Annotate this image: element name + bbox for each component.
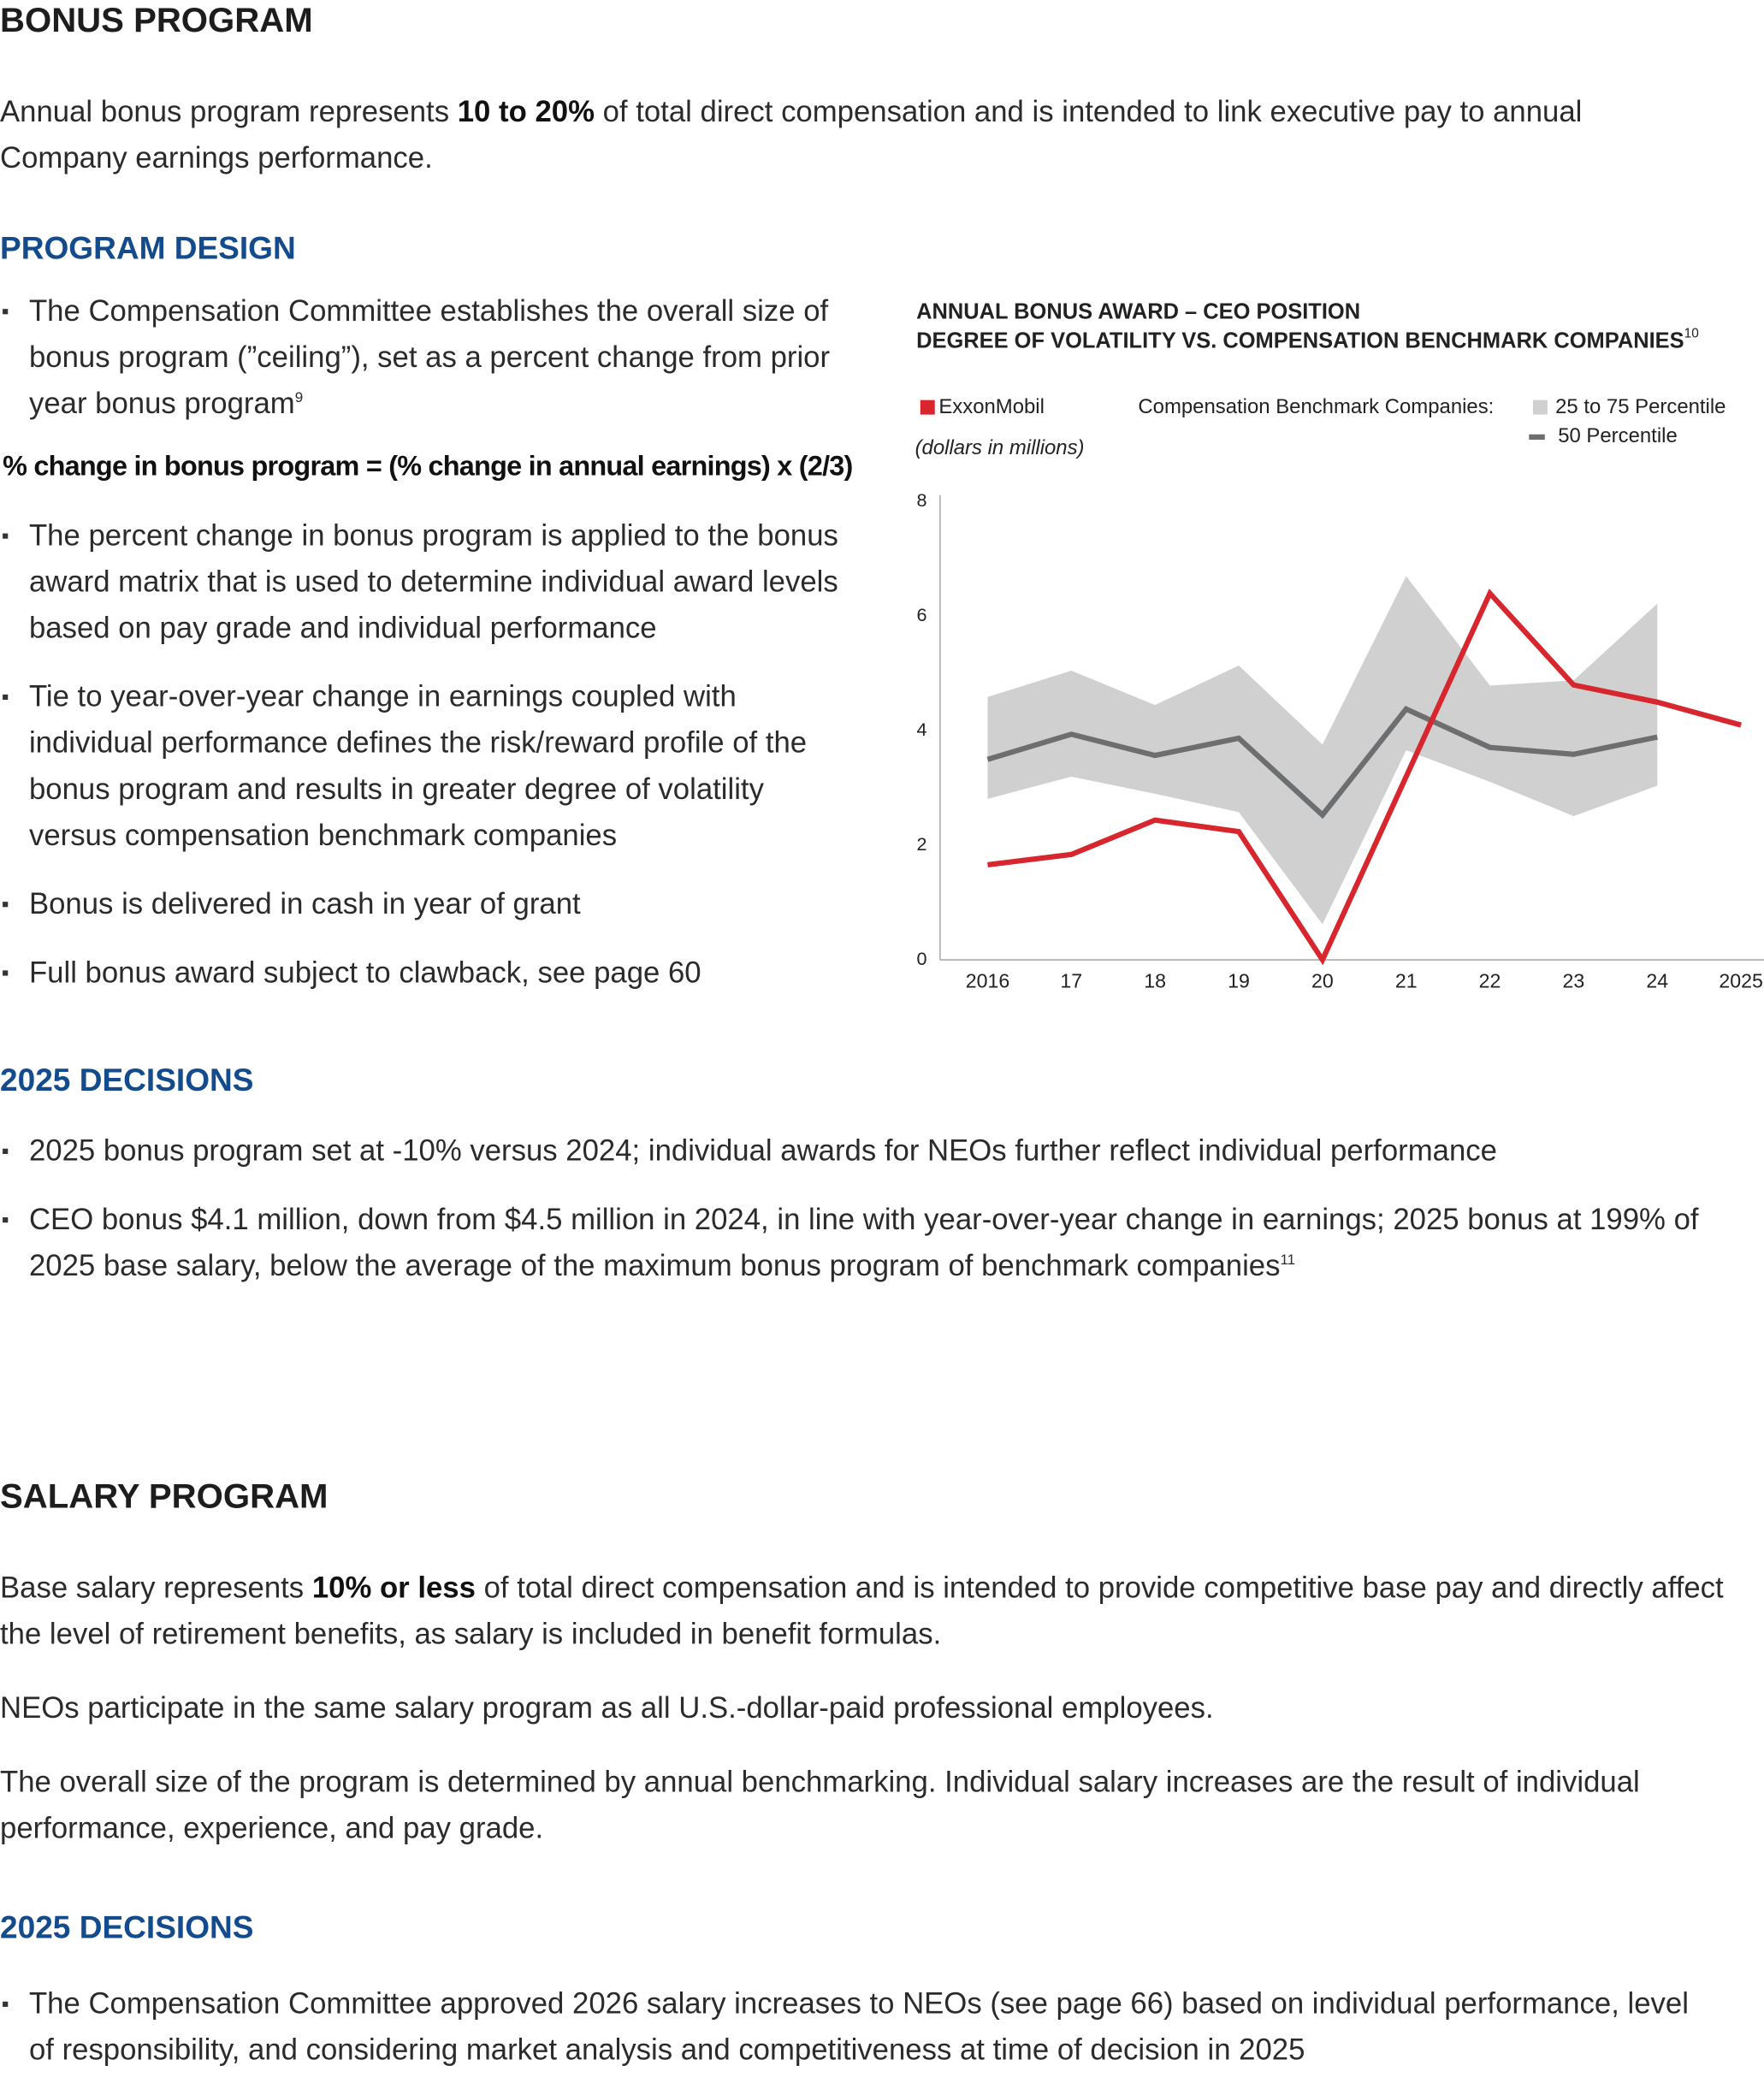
- x-tick-label: 2025: [1719, 969, 1762, 991]
- bullet-text: CEO bonus $4.1 million, down from $4.5 m…: [28, 1203, 1699, 1282]
- heading: SALARY PROGRAM: [0, 1476, 329, 1516]
- bullet-text: Full bonus award subject to clawback, se…: [28, 956, 701, 990]
- y-tick-label: 4: [916, 719, 926, 740]
- chart-title: ANNUAL BONUS AWARD – CEO POSITION: [916, 300, 1360, 324]
- bullet: 2025 bonus program set at -10% versus 20…: [0, 1127, 1743, 1174]
- title-footnote: 10: [1684, 327, 1699, 341]
- footnote: 11: [1280, 1252, 1296, 1269]
- bullet: Tie to year-over-year change in earnings…: [0, 673, 858, 858]
- bullet: Bonus is delivered in cash in year of gr…: [0, 880, 858, 926]
- x-tick-label: 22: [1479, 969, 1501, 991]
- bullet-text: Bonus is delivered in cash in year of gr…: [28, 887, 581, 920]
- y-tick-label: 2: [916, 833, 926, 855]
- intro: Annual bonus program represents 10 to 20…: [0, 88, 1604, 181]
- paragraph: The overall size of the program is deter…: [0, 1765, 1640, 1845]
- chart: ANNUAL BONUS AWARD – CEO POSITION DEGREE …: [915, 300, 1764, 991]
- bold-text: 10 to 20%: [457, 95, 595, 128]
- y-tick-label: 6: [916, 604, 926, 625]
- text: Base salary represents: [0, 1571, 312, 1605]
- legend-label: ExxonMobil: [938, 395, 1045, 418]
- x-tick-label: 21: [1395, 969, 1418, 991]
- subheading: PROGRAM DESIGN: [0, 231, 296, 267]
- exxonmobil-line: [987, 589, 1742, 966]
- bullet-text: The Compensation Committee establishes t…: [28, 294, 831, 420]
- x-tick-label: 2016: [966, 969, 1009, 991]
- formula: % change in bonus program = (% change in…: [3, 451, 853, 482]
- bullet-text: The percent change in bonus program is a…: [28, 518, 838, 645]
- subheading: 2025 DECISIONS: [0, 1062, 254, 1099]
- bullet-text: 2025 bonus program set at -10% versus 20…: [28, 1133, 1497, 1168]
- paragraph: NEOs participate in the same salary prog…: [0, 1691, 1214, 1725]
- y-tick-label: 8: [916, 489, 926, 511]
- bullet-list: 2025 bonus program set at -10% versus 20…: [0, 1127, 1743, 1311]
- text: Annual bonus program represents: [0, 95, 458, 128]
- x-tick-label: 17: [1060, 969, 1082, 991]
- x-tick-label: 24: [1646, 969, 1668, 991]
- bullet-text: Tie to year-over-year change in earnings…: [28, 679, 808, 852]
- bullet: The percent change in bonus program is a…: [0, 512, 858, 651]
- bullet: The Compensation Committee approved 2026…: [0, 1980, 1716, 2073]
- bullet: The Compensation Committee establishes t…: [0, 287, 858, 489]
- intro: Base salary represents 10% or less of to…: [0, 1565, 1743, 1657]
- text: of total direct compensation and is inte…: [0, 1571, 1724, 1651]
- subheading: 2025 DECISIONS: [0, 1910, 254, 1946]
- band-area: [987, 576, 1658, 925]
- median-line: [986, 706, 1658, 820]
- bold-text: 10% or less: [311, 1571, 476, 1605]
- chart-title: DEGREE OF VOLATILITY VS. COMPENSATION BE…: [916, 327, 1699, 353]
- bullet-list: The Compensation Committee establishes t…: [0, 287, 858, 1018]
- bullet-text: The Compensation Committee approved 2026…: [28, 1986, 1689, 2067]
- legend-label: 25 to 75 Percentile: [1555, 395, 1726, 418]
- legend-swatch: [920, 399, 935, 415]
- x-tick-label: 18: [1144, 969, 1166, 991]
- legend-group-label: Compensation Benchmark Companies:: [1138, 395, 1494, 418]
- bullet-list: The Compensation Committee approved 2026…: [0, 1980, 1716, 2095]
- y-tick-label: 0: [916, 948, 926, 969]
- legend-label: 50 Percentile: [1558, 424, 1678, 447]
- x-tick-label: 20: [1311, 969, 1334, 991]
- axis-label: (dollars in millions): [915, 436, 1085, 459]
- heading: BONUS PROGRAM: [0, 0, 313, 40]
- paragraphs: Base salary represents 10% or less of to…: [0, 1565, 1743, 1879]
- legend-swatch: [1532, 399, 1548, 415]
- bullet: Full bonus award subject to clawback, se…: [0, 950, 858, 996]
- bullet: CEO bonus $4.1 million, down from $4.5 m…: [0, 1196, 1743, 1288]
- x-tick-label: 19: [1228, 969, 1250, 991]
- text: of total direct compensation and is inte…: [0, 95, 1583, 175]
- x-tick-label: 23: [1563, 969, 1585, 991]
- footnote: 9: [294, 390, 304, 406]
